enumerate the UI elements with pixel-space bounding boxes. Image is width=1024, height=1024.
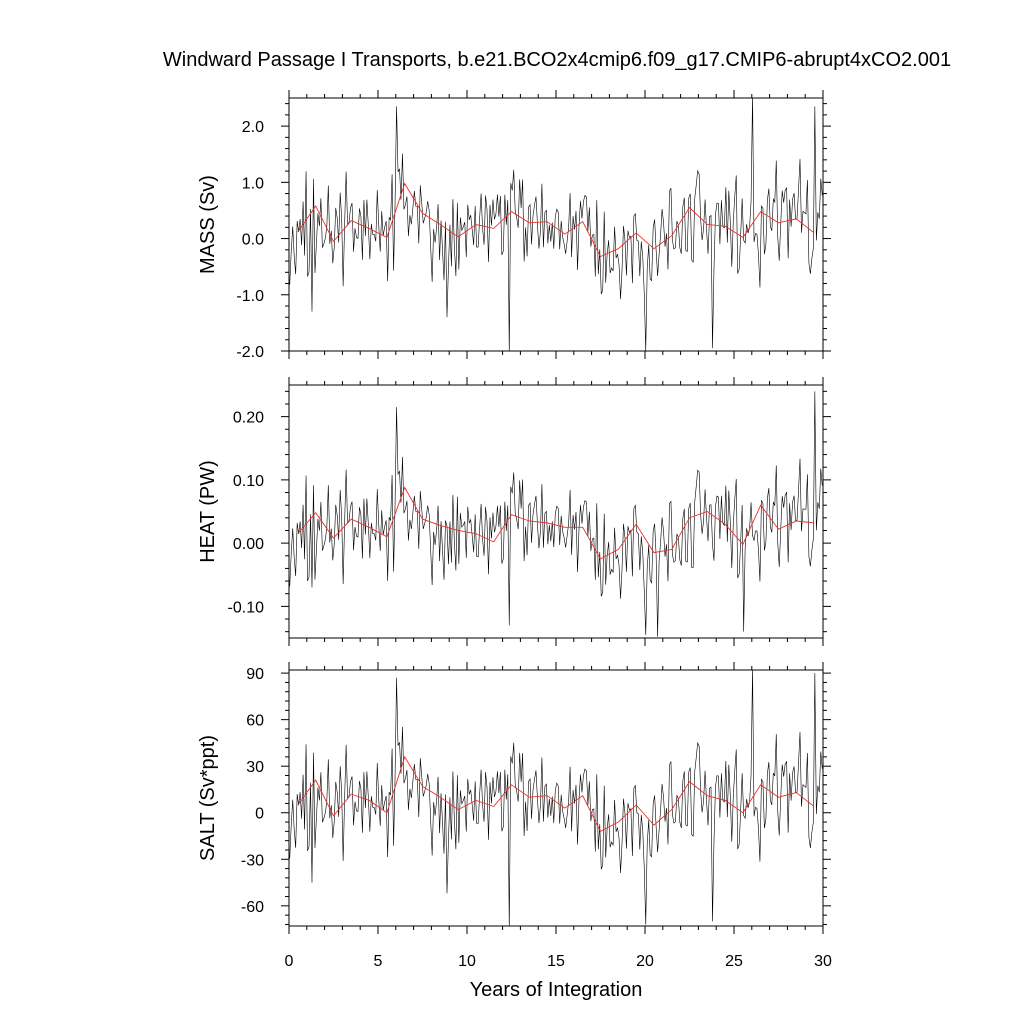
- x-tick-label: 20: [636, 953, 654, 970]
- y-tick-label: -1.0: [236, 288, 264, 305]
- y-tick-label: 90: [246, 666, 264, 683]
- salt-monthly-series-line: [289, 670, 823, 926]
- x-axis-title: Years of Integration: [470, 979, 643, 1001]
- y-tick-label: 2.0: [242, 119, 264, 136]
- heat-panel: -0.10 0.00 0.10 0.20 HEAT (PW): [197, 377, 831, 646]
- x-tick-label: 15: [547, 953, 565, 970]
- mass-monthly-series-line: [289, 98, 823, 351]
- mass-panel: -2.0 -1.0 0.0 1.0 2.0 MASS (Sv): [197, 90, 831, 361]
- salt-annual-mean-line: [297, 755, 815, 832]
- heat-annual-mean-line: [297, 486, 815, 560]
- mass-y-axis-title: MASS (Sv): [197, 175, 219, 274]
- y-tick-label: 0.00: [233, 536, 264, 553]
- heat-y-axis-title: HEAT (PW): [197, 460, 219, 563]
- y-tick-label: -60: [241, 899, 264, 916]
- heat-monthly-series-line: [289, 391, 823, 637]
- y-tick-label: -0.10: [228, 599, 265, 616]
- x-tick-label: 25: [725, 953, 743, 970]
- y-tick-label: 0: [255, 806, 264, 823]
- x-tick-label: 10: [458, 953, 476, 970]
- y-tick-label: -2.0: [236, 344, 264, 361]
- salt-y-axis-title: SALT (Sv*ppt): [197, 735, 219, 861]
- y-tick-label: 30: [246, 759, 264, 776]
- mass-annual-mean-line: [297, 182, 815, 258]
- y-tick-label: 0.0: [242, 232, 264, 249]
- y-tick-label: 0.20: [233, 410, 264, 427]
- x-tick-label: 0: [285, 953, 294, 970]
- y-tick-label: -30: [241, 852, 264, 869]
- chart-title: Windward Passage I Transports, b.e21.BCO…: [163, 49, 951, 71]
- y-tick-label: 1.0: [242, 175, 264, 192]
- x-tick-label: 5: [374, 953, 383, 970]
- y-tick-label: 60: [246, 713, 264, 730]
- salt-panel: -60 -30 0 30 60 90 SALT (Sv*ppt): [197, 662, 831, 934]
- x-tick-label: 30: [814, 953, 832, 970]
- y-tick-label: 0.10: [233, 473, 264, 490]
- x-axis-tick-labels: 0 5 10 15 20 25 30: [285, 953, 832, 970]
